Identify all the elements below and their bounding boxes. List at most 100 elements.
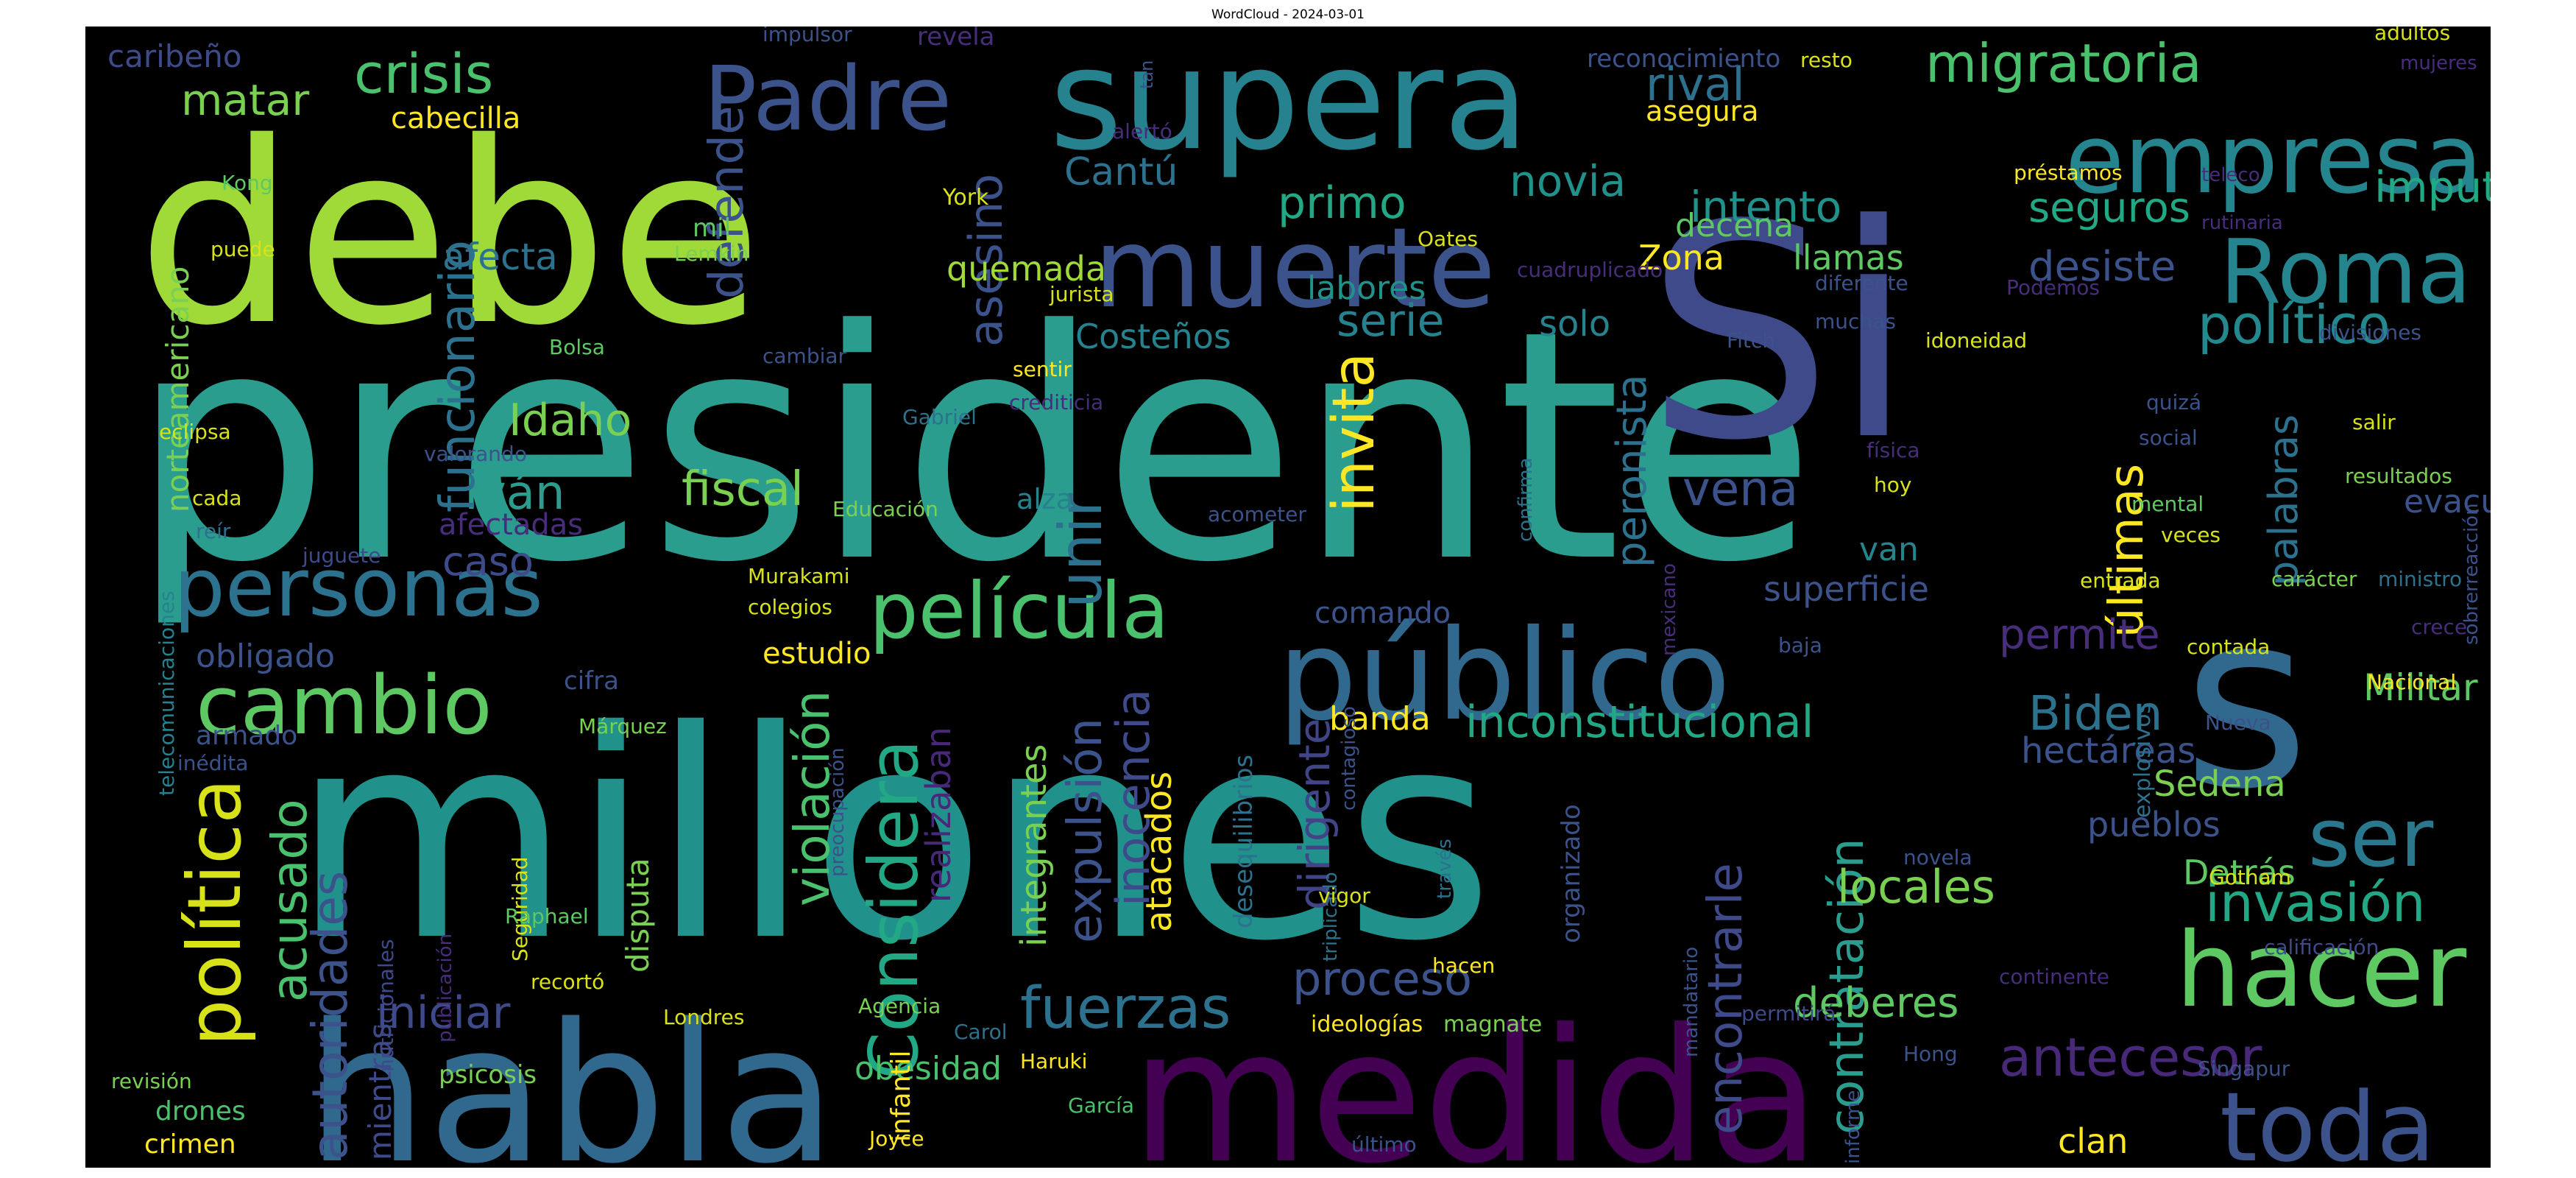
word-superficie: superficie <box>1763 569 1929 609</box>
word-permite: permite <box>1999 611 2160 659</box>
word-ideologias: ideologías <box>1311 1012 1423 1037</box>
word-confirma: confirma <box>1515 457 1537 542</box>
word-disputa: disputa <box>620 858 656 973</box>
word-fiscal: fiscal <box>682 462 804 517</box>
word-mil: mil <box>693 214 731 243</box>
word-muerte: muerte <box>1094 205 1496 333</box>
word-revela: revela <box>917 27 994 52</box>
word-divisiones: divisiones <box>2319 320 2421 345</box>
word-prestamos: préstamos <box>2014 161 2123 185</box>
word-medida: medida <box>1130 990 1820 1168</box>
word-labores: labores <box>1307 269 1426 307</box>
word-estudio: estudio <box>762 637 871 671</box>
word-jurista: jurista <box>1049 282 1114 306</box>
word-empresa: empresa <box>2065 103 2483 215</box>
word-raphael: Raphael <box>505 904 589 928</box>
word-decena: decena <box>1675 207 1794 244</box>
word-evacuar: evacuar <box>2404 483 2491 521</box>
word-clan: clan <box>2058 1121 2128 1161</box>
word-revision: revisión <box>111 1069 192 1093</box>
word-crisis: crisis <box>354 43 493 106</box>
word-eclipsa: eclipsa <box>159 420 231 444</box>
word-contagioso: contagioso <box>1338 706 1360 811</box>
word-funcionario: funcionario <box>429 240 486 512</box>
word-pueblos: pueblos <box>2087 805 2221 844</box>
word-mandatario: mandatario <box>1680 947 1702 1057</box>
word-mental: mental <box>2131 492 2204 516</box>
word-novia: novia <box>1510 156 1626 206</box>
word-podemos: Podemos <box>2006 275 2100 300</box>
word-sedena: Sedena <box>2154 763 2286 805</box>
word-acometer: acometer <box>1208 502 1306 526</box>
word-asesino: asesino <box>959 174 1013 347</box>
word-sobrerreaccion: sobrerreacción <box>2460 503 2483 645</box>
word-autoridades: autoridades <box>302 871 358 1160</box>
word-hacen: hacen <box>1432 953 1495 978</box>
word-puede: puede <box>210 237 275 261</box>
word-palabras: palabras <box>2260 415 2307 586</box>
word-militar: Militar <box>2363 666 2478 709</box>
word-realizaban: realizaban <box>919 727 958 903</box>
word-ultimas: últimas <box>2100 464 2154 638</box>
word-detras: Detrás <box>2183 853 2296 892</box>
word-reconocimiento: reconocimiento <box>1587 44 1780 74</box>
word-millones: millones <box>291 669 1494 1004</box>
word-idoneidad: idoneidad <box>1925 328 2027 353</box>
word-padre: Padre <box>704 49 952 151</box>
word-psicosis: psicosis <box>439 1060 537 1090</box>
word-york: York <box>942 185 989 211</box>
word-intento: intento <box>1690 182 1841 232</box>
word-preocupacion: preocupación <box>827 747 849 877</box>
word-colegios: colegios <box>748 595 832 619</box>
word-fitch: Fitch <box>1727 328 1775 353</box>
word-publicacion: publicación <box>434 934 456 1043</box>
word-crimen: crimen <box>144 1129 236 1160</box>
word-banda: banda <box>1329 700 1431 738</box>
word-adultos: adultos <box>2374 27 2450 45</box>
word-agencia: Agencia <box>858 994 941 1018</box>
word-cantu: Cantú <box>1064 150 1178 194</box>
word-oates: Oates <box>1418 227 1478 251</box>
word-kong: Kong <box>222 171 273 195</box>
word-magnate: magnate <box>1443 1012 1542 1037</box>
word-cambio: cambio <box>196 658 492 752</box>
word-hacer: hacer <box>2176 911 2467 1031</box>
word-juguete: juguete <box>302 543 381 568</box>
word-triplicado: triplicado <box>1320 872 1342 962</box>
word-roma: Roma <box>2220 222 2471 324</box>
word-considera: Considera <box>854 739 933 1079</box>
word-ser: ser <box>2308 791 2434 885</box>
word-caso: caso <box>442 538 534 585</box>
word-habla: habla <box>306 984 837 1168</box>
word-norteamericano: norteamericano <box>160 267 196 512</box>
word-comando: comando <box>1314 596 1451 630</box>
word-quiza: quizá <box>2146 390 2201 415</box>
word-organizado: organizado <box>1557 804 1586 943</box>
word-infantil: infantil <box>886 1051 916 1143</box>
word-garcia: García <box>1068 1093 1134 1118</box>
word-baja: baja <box>1778 633 1822 657</box>
word-haruki: Haruki <box>1020 1049 1087 1073</box>
word-presidente: presidente <box>130 264 1816 632</box>
word-cada: cada <box>192 486 241 510</box>
word-diferente: diferente <box>1815 271 1908 295</box>
word-fuerzas: fuerzas <box>1020 976 1231 1042</box>
word-continente: continente <box>1999 964 2109 989</box>
word-supera: supera <box>1050 27 1529 181</box>
word-solo: solo <box>1539 303 1610 345</box>
word-inocencia: inocencia <box>1106 689 1160 906</box>
word-llamas: llamas <box>1793 238 1904 278</box>
word-resultados: resultados <box>2345 464 2452 488</box>
word-mexicano: mexicano <box>1658 563 1680 656</box>
word-violacion: violación <box>784 691 841 906</box>
word-invita: invita <box>1321 353 1387 512</box>
word-ministro: ministro <box>2378 567 2462 591</box>
word-telecomunicaciones: telecomunicaciones <box>155 590 179 796</box>
word-obesidad: obesidad <box>854 1050 1002 1087</box>
word-iniciar: iniciar <box>376 987 511 1039</box>
word-reir: reír <box>196 519 231 543</box>
word-politico: político <box>2198 294 2391 356</box>
word-permitira: permitirá <box>1741 1001 1836 1026</box>
word-calificacion: calificación <box>2264 935 2379 959</box>
word-publico: público <box>1278 603 1731 749</box>
